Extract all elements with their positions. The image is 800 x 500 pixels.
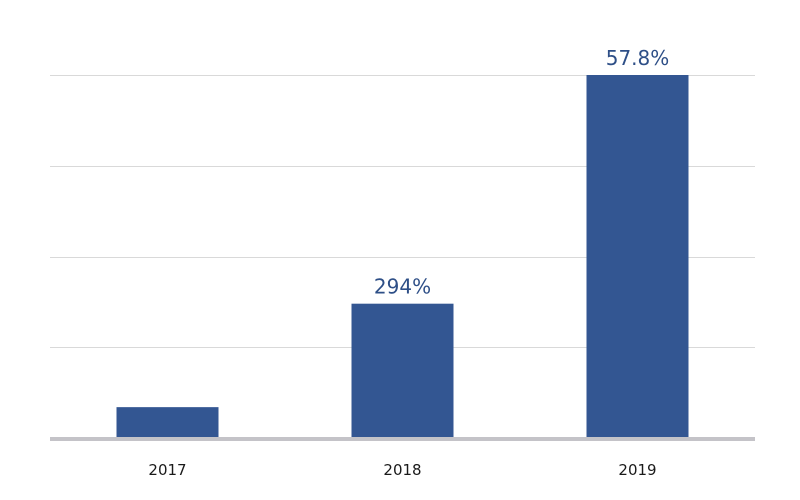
x-tick-label-2018: 2018 (383, 461, 421, 479)
label-layer: 294% 57.8% (374, 46, 669, 299)
x-tick-label-2019: 2019 (618, 461, 656, 479)
bar-2018 (351, 303, 454, 438)
bar-layer (116, 75, 689, 438)
x-tick-label-2017: 2017 (148, 461, 186, 479)
x-axis: 2017 2018 2019 (50, 437, 755, 479)
data-label-2019: 57.8% (606, 46, 670, 70)
bar-2019 (586, 75, 689, 438)
bar-2017 (116, 407, 219, 438)
data-label-2018: 294% (374, 275, 431, 299)
